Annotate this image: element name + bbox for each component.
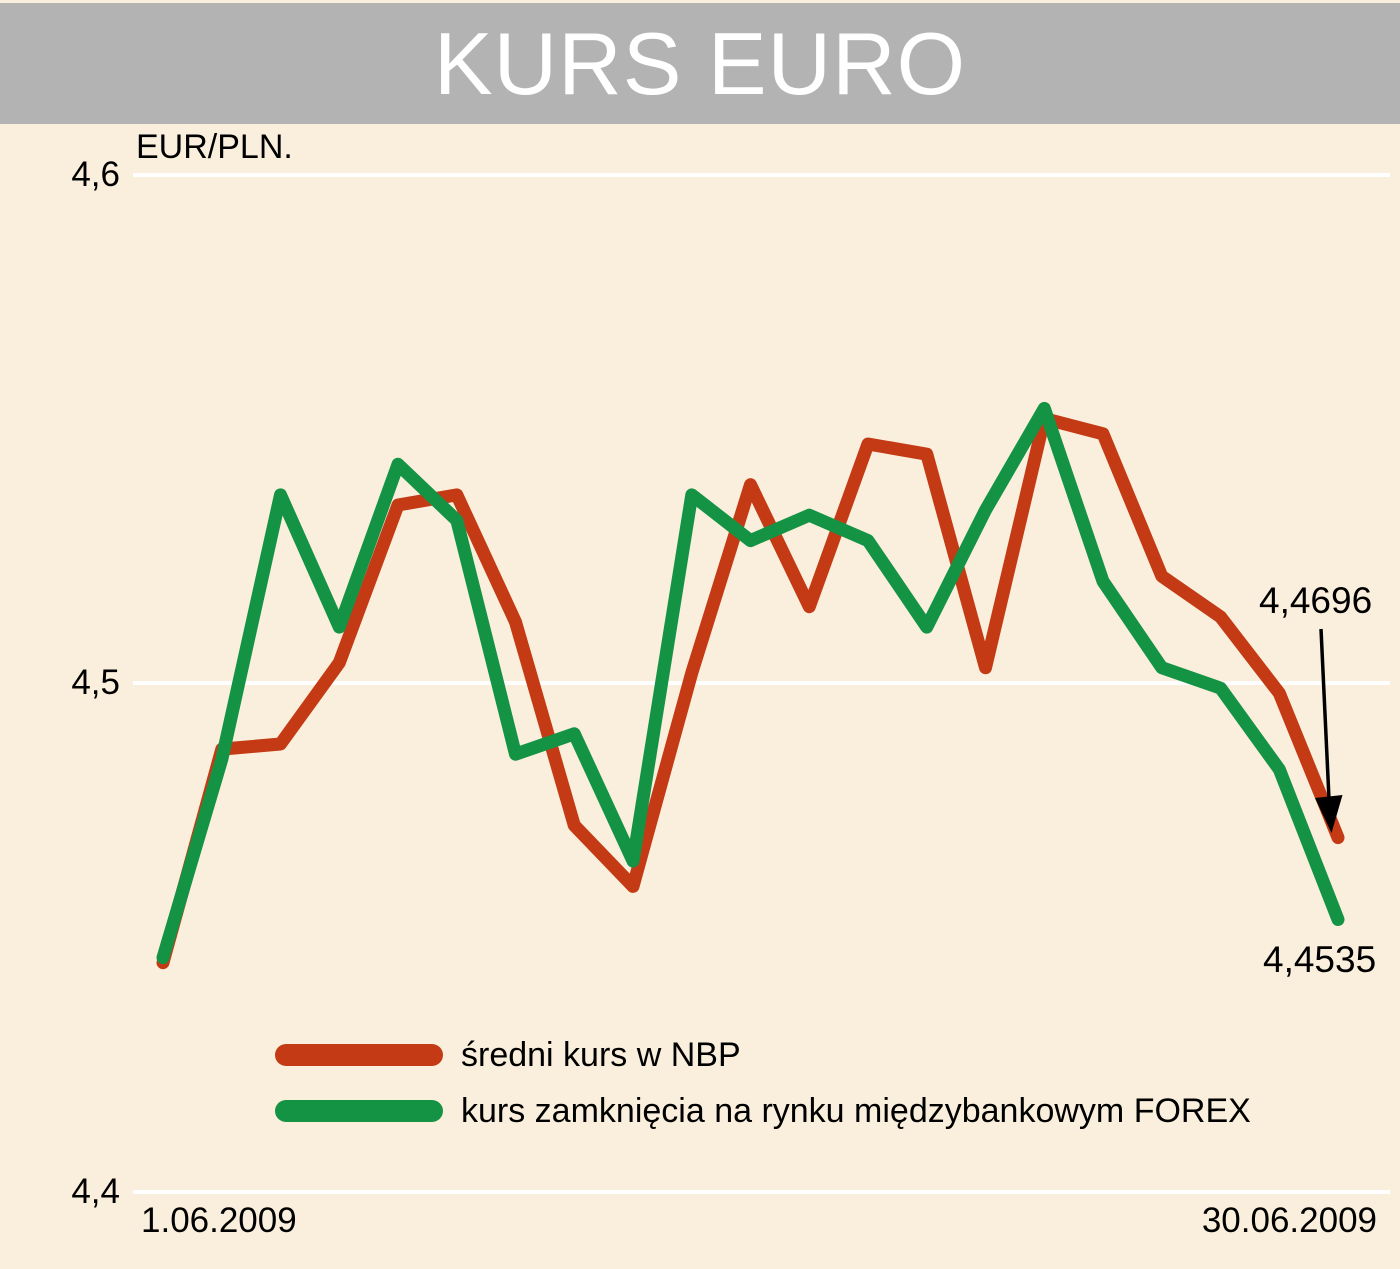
nbp-series-line xyxy=(156,412,1345,970)
y-tick-label-4_5: 4,5 xyxy=(71,662,120,702)
forex-last-value-annotation: 4,4535 xyxy=(1263,939,1377,980)
arrow-shaft xyxy=(1319,628,1331,800)
nbp-last-value-annotation: 4,4696 xyxy=(1259,580,1373,621)
forex-series-line xyxy=(156,401,1345,965)
arrow-head-icon xyxy=(1315,795,1343,833)
legend-item-nbp: średni kurs w NBP xyxy=(275,1038,741,1072)
y-tick-label-4_4: 4,4 xyxy=(71,1171,120,1211)
x-axis-end-label: 30.06.2009 xyxy=(1201,1201,1377,1240)
forex-legend-swatch xyxy=(275,1100,443,1122)
nbp-legend-swatch xyxy=(275,1044,443,1066)
title-bar: KURS EURO xyxy=(0,3,1400,124)
gridline-4_6 xyxy=(133,172,1390,177)
y-tick-label-4_6: 4,6 xyxy=(71,154,120,194)
annotation-arrow xyxy=(1315,628,1343,833)
nbp-legend-label: średni kurs w NBP xyxy=(461,1036,741,1074)
gridline-4_4 xyxy=(133,1189,1390,1194)
y-axis-unit-label: EUR/PLN. xyxy=(136,128,293,166)
legend-item-forex: kurs zamknięcia na rynku międzybankowym … xyxy=(275,1094,1251,1128)
chart-title: KURS EURO xyxy=(433,13,967,113)
gridline-4_5 xyxy=(133,681,1390,685)
forex-legend-label: kurs zamknięcia na rynku międzybankowym … xyxy=(461,1092,1251,1130)
x-axis-start-label: 1.06.2009 xyxy=(141,1201,297,1240)
